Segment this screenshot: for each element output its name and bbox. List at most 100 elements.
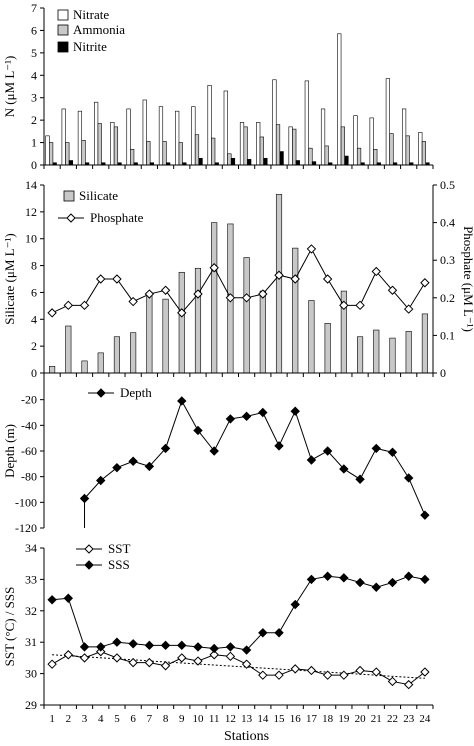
point-sst bbox=[128, 657, 138, 668]
bar-silicate bbox=[211, 222, 218, 374]
y-tick-label: 5 bbox=[31, 46, 37, 60]
point-phosphate bbox=[96, 274, 106, 284]
bar-nitrate bbox=[272, 79, 277, 166]
bar-silicate bbox=[146, 292, 153, 374]
bar-nitrate bbox=[353, 115, 358, 166]
legend-swatch bbox=[57, 24, 69, 36]
point-sss bbox=[209, 643, 219, 654]
x-tick-label: 14 bbox=[257, 713, 269, 725]
bar-ammonia bbox=[81, 140, 86, 166]
legend-label: Nitrite bbox=[73, 39, 107, 54]
y-tick-label: -60 bbox=[21, 444, 37, 458]
y-tick-label: 4 bbox=[31, 68, 37, 82]
x-tick-label: 8 bbox=[163, 713, 169, 725]
bar-silicate bbox=[81, 360, 88, 374]
bar-nitrate bbox=[191, 106, 196, 166]
bar-nitrate bbox=[256, 122, 261, 166]
x-tick-label: 10 bbox=[192, 713, 204, 725]
bar-ammonia bbox=[113, 126, 119, 166]
bar-nitrate bbox=[94, 101, 99, 166]
point-depth bbox=[112, 462, 122, 473]
point-depth bbox=[160, 443, 171, 454]
point-depth bbox=[306, 455, 317, 465]
bar-ammonia bbox=[421, 141, 426, 166]
legend-label: SSS bbox=[108, 557, 130, 572]
point-depth bbox=[420, 510, 430, 520]
legend-label: Ammonia bbox=[73, 22, 125, 37]
y-axis-label: Silicate (μM L⁻¹) bbox=[2, 233, 17, 324]
y-tick-label: 0 bbox=[31, 366, 37, 380]
bar-silicate bbox=[275, 194, 283, 374]
bar-silicate bbox=[357, 336, 364, 374]
point-sss bbox=[241, 645, 252, 655]
point-sss bbox=[47, 595, 57, 605]
bar-silicate bbox=[65, 325, 72, 374]
y-tick-label: -40 bbox=[21, 418, 37, 432]
point-sst bbox=[371, 667, 381, 677]
point-depth bbox=[322, 446, 333, 456]
x-tick-label: 2 bbox=[66, 713, 72, 725]
bar-ammonia bbox=[389, 133, 394, 166]
point-sss bbox=[403, 571, 414, 581]
x-tick-label: 12 bbox=[225, 713, 236, 725]
x-tick-label: 18 bbox=[322, 713, 334, 725]
x-tick-label: 5 bbox=[114, 713, 120, 725]
y-tick-label: 2 bbox=[31, 113, 37, 127]
y-axis-right-label: Phosphate (μM L⁻¹) bbox=[461, 226, 474, 332]
point-sst bbox=[209, 650, 219, 660]
bar-ammonia bbox=[146, 141, 151, 166]
point-depth bbox=[274, 441, 284, 451]
x-tick-label: 6 bbox=[130, 713, 136, 725]
bar-nitrite bbox=[279, 151, 284, 166]
bar-nitrate bbox=[304, 80, 309, 166]
point-sst bbox=[387, 676, 398, 687]
point-sst bbox=[322, 670, 333, 680]
legend-marker bbox=[84, 560, 94, 570]
x-tick-label: 23 bbox=[403, 713, 415, 725]
x-tick-label: 15 bbox=[274, 713, 286, 725]
point-sss bbox=[371, 582, 381, 592]
bar-ammonia bbox=[356, 147, 362, 166]
y-tick-label: 0 bbox=[31, 158, 37, 172]
point-phosphate bbox=[355, 300, 365, 311]
bar-silicate bbox=[162, 298, 169, 374]
point-phosphate bbox=[339, 300, 349, 311]
point-sst bbox=[193, 656, 203, 666]
x-tick-label: 24 bbox=[419, 713, 431, 725]
point-depth bbox=[96, 475, 106, 486]
point-sst bbox=[339, 670, 349, 680]
point-phosphate bbox=[322, 274, 333, 284]
y-tick-label: 29 bbox=[25, 698, 37, 712]
point-sss bbox=[63, 593, 74, 603]
x-tick-label: 11 bbox=[209, 713, 220, 725]
point-phosphate bbox=[79, 300, 90, 311]
bar-ammonia bbox=[49, 142, 54, 166]
point-depth bbox=[128, 456, 138, 466]
point-phosphate bbox=[160, 285, 171, 295]
bar-ammonia bbox=[292, 128, 297, 166]
bar-ammonia bbox=[243, 126, 248, 166]
point-sst bbox=[96, 646, 106, 657]
bar-silicate bbox=[194, 267, 202, 374]
x-tick-label: 13 bbox=[241, 713, 253, 725]
bar-nitrite bbox=[263, 157, 268, 166]
bar-nitrate bbox=[239, 122, 245, 166]
point-sst bbox=[225, 651, 236, 662]
y-tick-label: -120 bbox=[15, 521, 37, 535]
bar-silicate bbox=[389, 337, 396, 374]
y-tick-label: 14 bbox=[25, 178, 37, 192]
point-sss bbox=[193, 642, 203, 652]
point-phosphate bbox=[274, 270, 284, 280]
legend-label: SST bbox=[108, 541, 130, 556]
point-depth bbox=[355, 474, 365, 484]
bar-nitrate bbox=[126, 108, 131, 166]
bar-ammonia bbox=[162, 141, 167, 166]
point-sss bbox=[420, 574, 430, 585]
bar-silicate bbox=[324, 323, 331, 374]
point-phosphate bbox=[209, 263, 219, 273]
y-tick-label: 33 bbox=[25, 572, 37, 586]
line-sst bbox=[51, 651, 426, 686]
point-sss bbox=[144, 640, 155, 651]
legend-marker bbox=[84, 544, 94, 554]
point-phosphate bbox=[128, 296, 138, 307]
